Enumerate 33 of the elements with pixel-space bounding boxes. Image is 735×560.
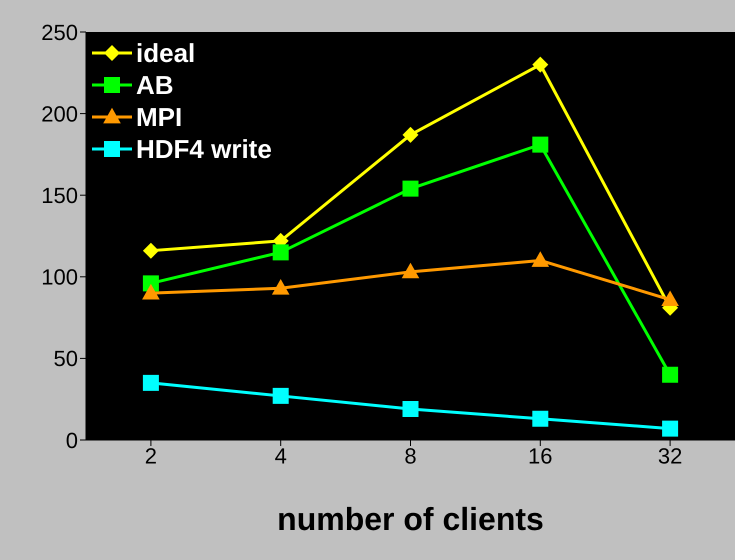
point — [142, 242, 159, 259]
y-tick-label: 250 — [41, 20, 78, 45]
point — [402, 180, 418, 197]
x-tick-label: 8 — [404, 444, 417, 469]
x-tick-label: 2 — [144, 444, 158, 469]
point — [142, 284, 160, 300]
x-tick-label: 32 — [658, 444, 682, 469]
point — [402, 262, 420, 278]
point — [662, 366, 678, 383]
x-tick-label: 4 — [274, 444, 287, 469]
point — [661, 290, 679, 306]
point — [402, 400, 418, 417]
x-tick-label: 16 — [528, 444, 553, 469]
y-tick-label: 100 — [41, 264, 78, 290]
y-tick-label: 50 — [54, 346, 78, 372]
point — [532, 251, 550, 267]
y-tick-label: 200 — [41, 101, 78, 126]
legend-label: MPI — [136, 102, 182, 132]
point — [272, 244, 289, 260]
x-axis-title: number of clients — [277, 501, 544, 537]
point — [532, 136, 548, 153]
legend-label: ideal — [136, 38, 196, 68]
point — [402, 126, 418, 143]
point — [532, 56, 548, 73]
legend-label: AB — [136, 70, 174, 100]
point — [272, 279, 290, 295]
point — [142, 374, 159, 391]
legend-label: HDF4 write — [136, 134, 272, 164]
point — [662, 420, 678, 437]
y-tick-label: 0 — [66, 428, 78, 453]
point — [272, 388, 289, 404]
point — [532, 410, 548, 427]
y-tick-label: 150 — [41, 183, 78, 208]
